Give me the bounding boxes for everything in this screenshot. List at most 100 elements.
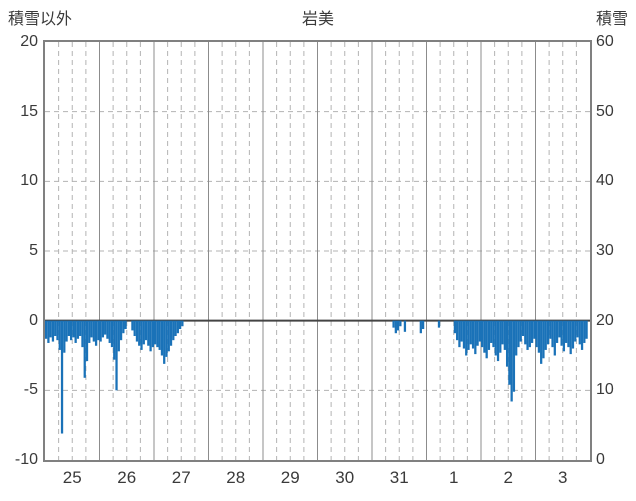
hourly-bar [165,320,168,357]
y-axis-left-tick: 5 [29,242,38,259]
hourly-bar [583,320,586,343]
hourly-bar [110,320,114,348]
hourly-bar [88,320,91,343]
hourly-bar [138,320,141,346]
hourly-bar [392,320,395,328]
hourly-bar [562,320,566,352]
hourly-bar [419,320,422,334]
hourly-bar [45,320,48,339]
hourly-bar [104,320,107,335]
hourly-bar [60,320,64,434]
hourly-bar [565,320,568,343]
y-axis-right-tick: 60 [596,33,614,50]
hourly-bar [63,320,66,353]
hourly-bar [437,320,441,328]
hourly-bar [528,320,531,348]
hourly-bar [456,320,459,341]
hourly-bar [67,320,70,336]
hourly-bar [140,320,143,350]
hourly-bar [553,320,556,356]
hourly-bar [544,320,547,350]
hourly-bar [453,320,457,334]
hourly-bar [490,320,493,343]
hourly-bar [483,320,486,353]
hourly-bar [533,320,536,339]
hourly-bar [469,320,472,345]
hourly-bar [115,320,118,391]
x-axis-day-label: 2 [503,468,513,487]
hourly-bar [51,320,55,342]
y-axis-left-tick: 10 [20,172,38,190]
y-axis-left-tick: -10 [14,451,38,468]
hourly-bar [549,320,552,339]
hourly-bar [530,320,534,343]
hourly-bar [181,320,184,327]
hourly-bar [567,320,570,348]
hourly-bar [474,320,477,355]
hourly-bar [517,320,520,348]
plot-area [43,40,592,462]
hourly-bar [399,320,402,327]
hourly-bar [505,320,509,367]
hourly-bar [58,320,61,350]
hourly-bar [467,320,470,350]
hourly-bar [481,320,484,348]
y-axis-left-tick: 15 [20,102,38,120]
hourly-bar [156,320,159,348]
hourly-bar [476,320,479,346]
hourly-bar [174,320,177,336]
y-axis-right-tick: 30 [596,242,614,259]
hourly-bar [151,320,154,348]
hourly-bar [512,320,516,392]
hourly-bar [169,320,173,346]
x-axis-day-label: 3 [558,468,568,487]
hourly-bar [526,320,529,350]
hourly-bar [555,320,559,343]
hourly-bar [503,320,506,350]
y-axis-right-tick: 20 [596,311,614,329]
hourly-bar [421,320,425,330]
hourly-bar [403,320,407,332]
hourly-bar [176,320,179,334]
hourly-bar [485,320,488,359]
hourly-bar [108,320,111,343]
y-axis-left-tick: 0 [29,311,38,329]
hourly-bar [131,320,134,331]
hourly-bar [97,320,100,341]
hourly-bar [508,320,511,385]
x-axis-day-label: 31 [389,468,409,487]
hourly-bar [47,320,50,343]
hourly-bar [458,320,461,348]
hourly-bar [510,320,513,402]
hourly-bar [154,320,157,345]
hourly-bar [519,320,522,342]
hourly-bar [462,320,466,349]
x-axis-day-label: 26 [117,468,137,487]
y-axis-right-tick: 40 [596,172,614,190]
hourly-bar [76,320,80,339]
hourly-bar [94,320,98,346]
hourly-bar [113,320,116,360]
x-axis-day-label: 29 [280,468,300,487]
x-axis-day-label: 1 [449,468,459,487]
hourly-bar [546,320,550,345]
hourly-bar [492,320,495,348]
hourly-bar [537,320,541,353]
hourly-bar [521,320,525,336]
hourly-bar [117,320,120,352]
hourly-bar [144,320,148,341]
right-axis-title: 積雪 [595,11,628,28]
x-axis-day-label: 30 [335,468,355,487]
hourly-bar [571,320,575,349]
x-axis-day-label: 25 [62,468,82,487]
hourly-bar [524,320,527,345]
y-axis-right-tick: 10 [596,381,614,399]
hourly-bar [65,320,68,342]
y-axis-right-tick: 50 [596,102,614,120]
hourly-bar [578,320,581,345]
hourly-bar [167,320,170,352]
hourly-bar [551,320,554,348]
hourly-bar [149,320,152,352]
hourly-bar [178,320,182,330]
hourly-bar [85,320,89,362]
